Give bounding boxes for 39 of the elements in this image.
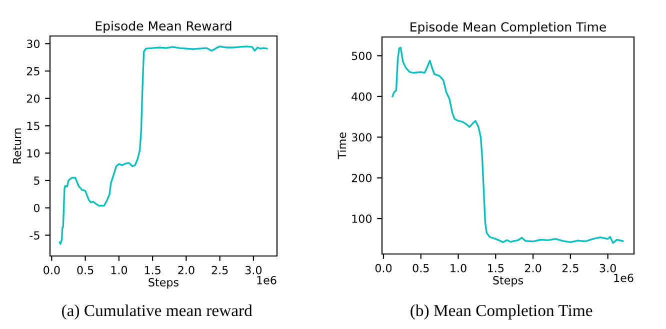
text: 1e6: [257, 276, 276, 284]
x-tick-label: 2.0: [178, 266, 194, 274]
x-tick-label: 1.5: [144, 266, 160, 274]
y-axis-title: Time: [338, 132, 346, 160]
line-series: [392, 46, 624, 244]
y-tick-label: 30: [26, 40, 40, 48]
x-tick-label: 0.0: [375, 264, 392, 272]
x-axis-title: Steps: [148, 278, 178, 289]
x-tick-label: 0.5: [412, 264, 429, 272]
text: 1e6: [614, 274, 634, 282]
x-tick-label: 1.0: [450, 264, 466, 272]
chart-title: Episode Mean Reward: [96, 20, 232, 34]
y-tick-label: -5: [30, 231, 40, 240]
y-axis-title: Return: [12, 128, 22, 164]
line-series: [58, 46, 268, 245]
x-tick-label: 1.5: [488, 264, 504, 272]
x-tick-label: 0.0: [44, 266, 60, 274]
text: (b) Mean Completion Time: [410, 304, 592, 320]
y-tick-label: 25: [26, 67, 40, 76]
chart-title: Episode Mean Completion Time: [410, 22, 606, 34]
x-tick-label: 2.5: [212, 266, 228, 274]
y-tick-label: 200: [352, 174, 372, 182]
x-tick-label: 2.0: [525, 264, 542, 272]
x-tick-label: 1.0: [111, 266, 128, 274]
y-tick-label: 15: [27, 122, 40, 130]
x-tick-label: 0.5: [77, 266, 94, 274]
y-tick-label: 300: [352, 133, 372, 142]
x-tick-label: 3.0: [600, 264, 616, 272]
y-tick-label: 10: [27, 149, 40, 158]
x-tick-label: 3.0: [245, 266, 262, 274]
x-axis-title: Steps: [493, 276, 523, 287]
y-tick-label: 100: [352, 214, 372, 223]
y-tick-label: 500: [352, 52, 372, 60]
text: (a) Cumulative mean reward: [62, 304, 252, 320]
y-tick-label: 5: [34, 176, 40, 185]
y-tick-label: 20: [26, 94, 40, 103]
y-tick-label: 400: [352, 92, 372, 101]
y-tick-label: 0: [34, 204, 40, 212]
x-tick-label: 2.5: [562, 264, 578, 272]
